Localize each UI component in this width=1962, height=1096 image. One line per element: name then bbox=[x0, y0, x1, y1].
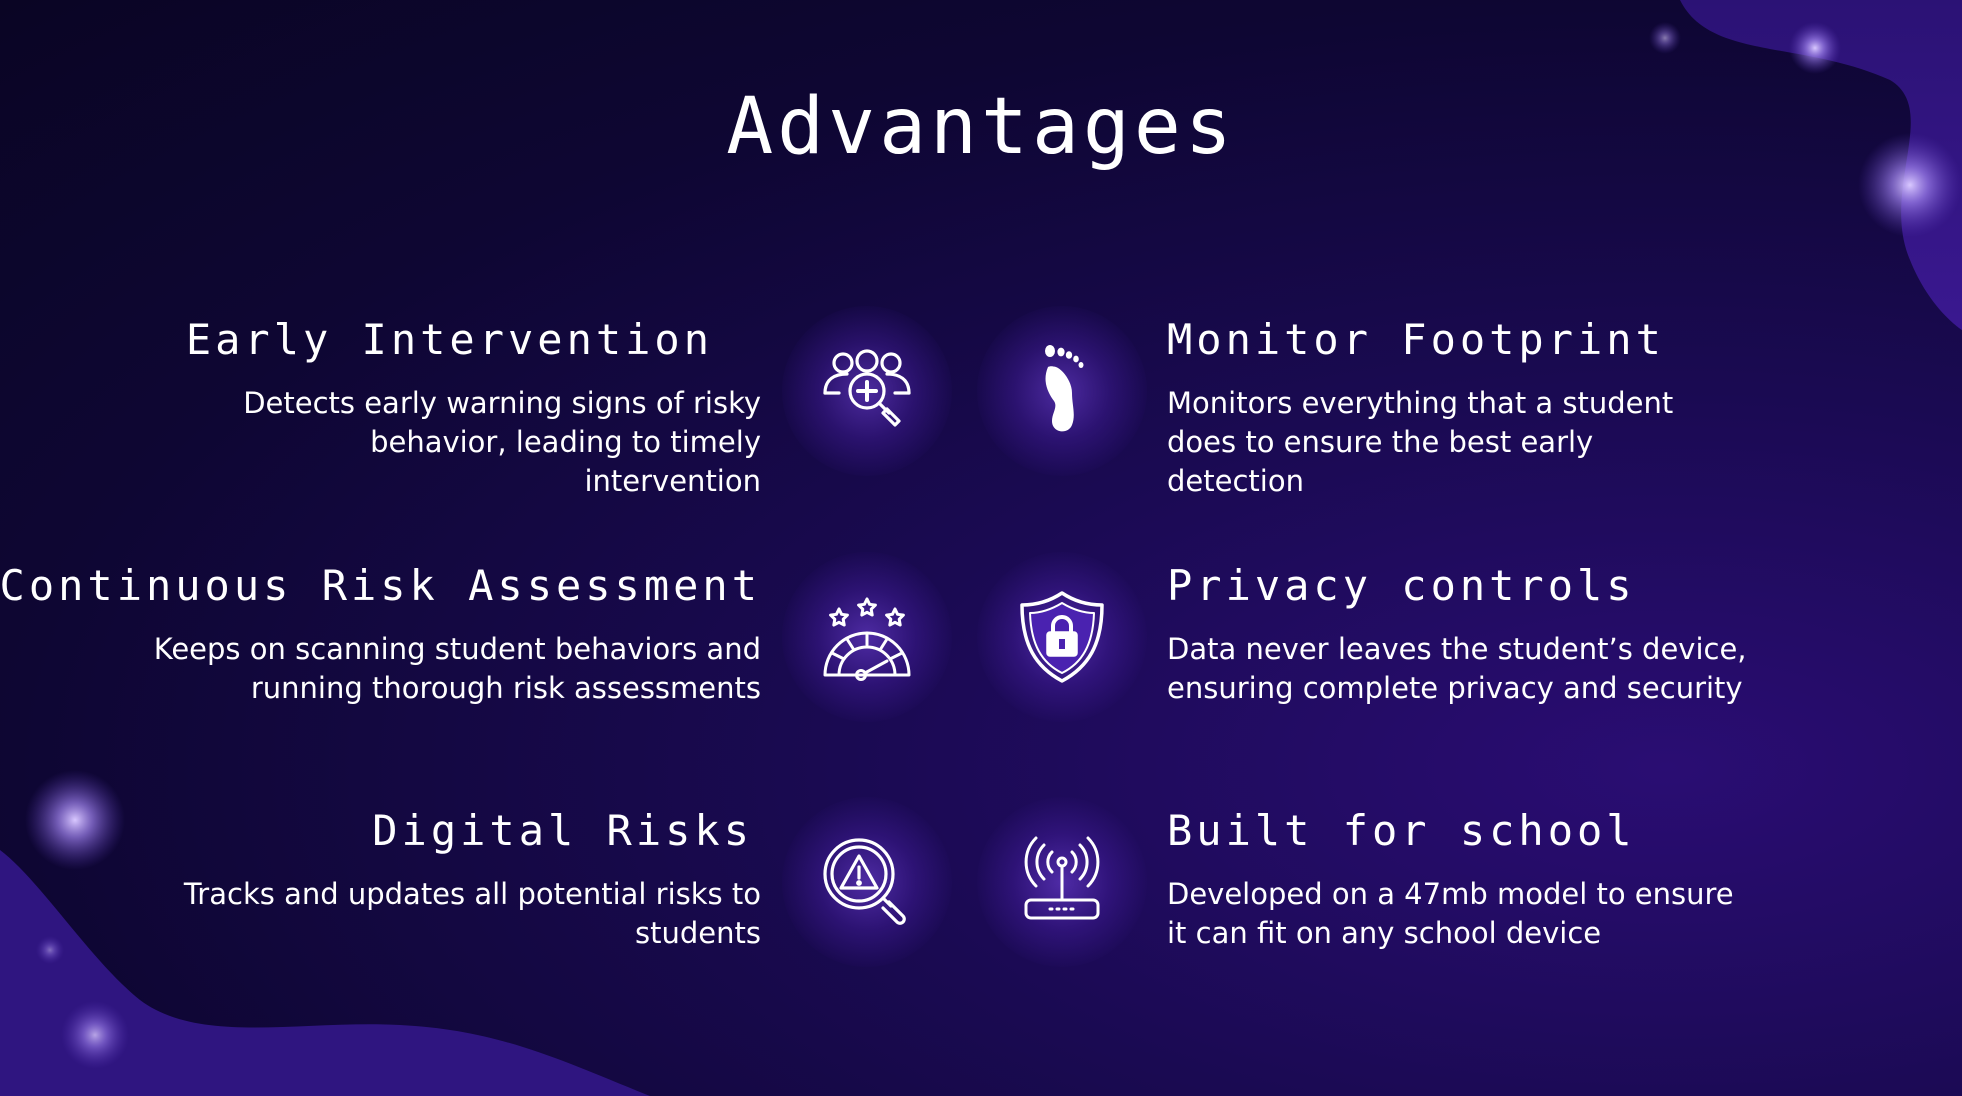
feature-heading: Privacy controls bbox=[1167, 561, 1636, 610]
corner-blob-top-right bbox=[1680, 0, 1962, 330]
feature-heading: Digital Risks bbox=[372, 806, 753, 855]
feature-description: Developed on a 47mb model to ensure it c… bbox=[1167, 877, 1734, 950]
feature-privacy-controls: Privacy controls Data never leaves the s… bbox=[1167, 556, 1787, 708]
page-title: Advantages bbox=[726, 82, 1236, 172]
feature-early-intervention: Early Intervention Detects early warning… bbox=[186, 310, 761, 501]
feature-digital-risks: Digital Risks Tracks and updates all pot… bbox=[141, 801, 761, 953]
shield-lock-icon bbox=[977, 552, 1147, 722]
corner-blob-bottom-left bbox=[0, 850, 650, 1096]
feature-heading: Monitor Footprint bbox=[1167, 315, 1665, 364]
warning-search-icon bbox=[782, 797, 952, 967]
feature-heading: Continuous Risk Assessment bbox=[0, 561, 761, 610]
feature-description: Monitors everything that a student does … bbox=[1167, 386, 1674, 498]
feature-description: Keeps on scanning student behaviors and … bbox=[153, 632, 761, 705]
feature-description: Detects early warning signs of risky beh… bbox=[243, 386, 761, 498]
feature-description: Data never leaves the student’s device, … bbox=[1167, 632, 1747, 705]
feature-heading: Early Intervention bbox=[185, 315, 713, 364]
feature-monitor-footprint: Monitor Footprint Monitors everything th… bbox=[1167, 310, 1787, 501]
feature-built-for-school: Built for school Developed on a 47mb mod… bbox=[1167, 801, 1787, 953]
feature-continuous-risk-assessment: Continuous Risk Assessment Keeps on scan… bbox=[0, 556, 761, 708]
router-icon bbox=[977, 797, 1147, 967]
footprint-icon bbox=[977, 306, 1147, 476]
feature-heading: Built for school bbox=[1167, 806, 1636, 855]
rating-gauge-icon bbox=[782, 552, 952, 722]
feature-description: Tracks and updates all potential risks t… bbox=[183, 877, 761, 950]
people-search-icon bbox=[782, 306, 952, 476]
